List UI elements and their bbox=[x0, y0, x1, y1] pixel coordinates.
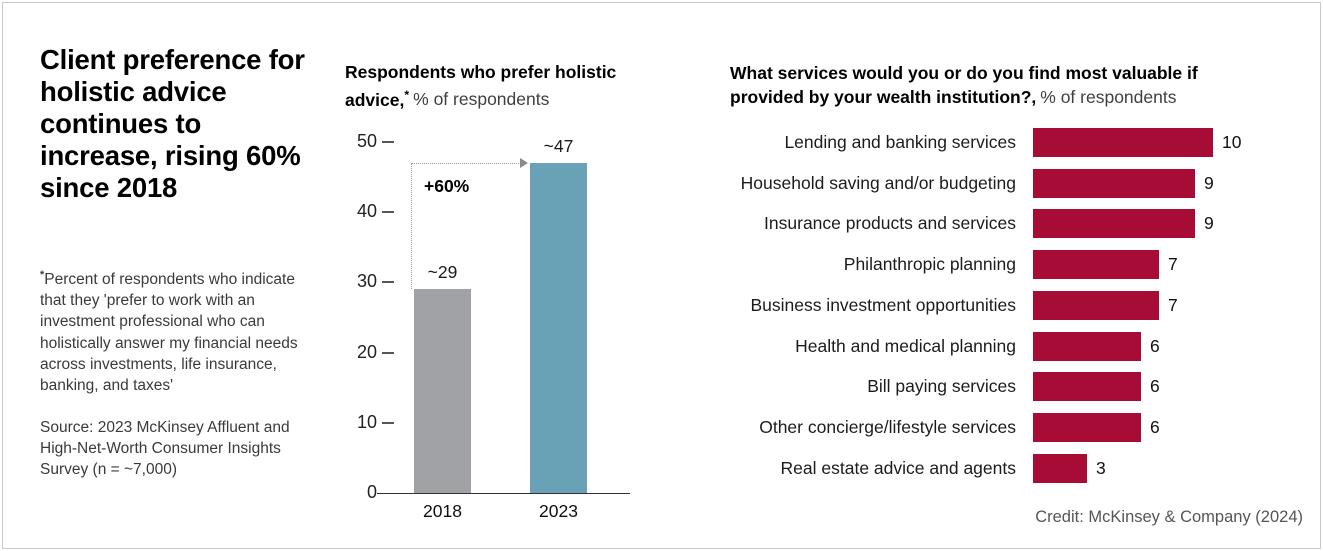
hbar-row-label: Lending and banking services bbox=[784, 131, 1016, 152]
footnote: *Percent of respondents who indicate tha… bbox=[40, 265, 322, 397]
y-tick-mark bbox=[382, 141, 394, 143]
column-bar-2023 bbox=[530, 163, 587, 493]
hbar-row: Household saving and/or budgeting 9 bbox=[710, 163, 1320, 204]
hbar-row: Lending and banking services 10 bbox=[710, 122, 1320, 163]
column-chart-title: Respondents who prefer holistic advice,*… bbox=[345, 61, 659, 112]
y-tick-label: 50 bbox=[356, 131, 377, 151]
y-tick-label: 0 bbox=[366, 482, 377, 502]
hbar-row: Other concierge/lifestyle services 6 bbox=[710, 407, 1320, 448]
hbar-bar bbox=[1033, 250, 1159, 280]
growth-arrow-vertical bbox=[411, 163, 412, 290]
hbar-value-label: 6 bbox=[1150, 376, 1160, 397]
hbar-chart-rows: Lending and banking services 10 Household … bbox=[710, 122, 1320, 489]
y-tick-label: 30 bbox=[356, 271, 377, 292]
hbar-bar bbox=[1033, 413, 1141, 443]
growth-annotation: +60% bbox=[424, 176, 470, 197]
x-tick-label: 2018 bbox=[423, 501, 462, 521]
column-chart-title-marker: * bbox=[404, 87, 410, 102]
column-bar-value-label: ~29 bbox=[427, 262, 458, 283]
hbar-row-label: Insurance products and services bbox=[764, 213, 1016, 234]
credit-line: Credit: McKinsey & Company (2024) bbox=[1035, 508, 1303, 526]
column-chart-plot: 50 40 30 20 10 0 ~29 2018 ~47 2023 +60% bbox=[345, 130, 650, 545]
hbar-value-label: 6 bbox=[1150, 335, 1160, 356]
column-bar-value-label: ~47 bbox=[543, 136, 574, 157]
hbar-value-label: 6 bbox=[1150, 417, 1160, 438]
hbar-bar bbox=[1033, 168, 1195, 198]
hbar-value-label: 9 bbox=[1204, 213, 1214, 234]
hbar-chart-title-unit: % of respondents bbox=[1040, 86, 1177, 107]
hbar-chart-title: What services would you or do you find m… bbox=[730, 61, 1245, 109]
page-title: Client preference for holistic advice co… bbox=[40, 44, 305, 203]
x-tick-label: 2023 bbox=[539, 501, 578, 521]
growth-arrow-horizontal bbox=[411, 163, 521, 165]
x-axis-line bbox=[377, 493, 630, 494]
hbar-chart-title-bold: What services would you or do you find m… bbox=[730, 62, 1198, 107]
hbar-row: Business investment opportunities 7 bbox=[710, 285, 1320, 326]
hbar-bar bbox=[1033, 372, 1141, 402]
hbar-bar bbox=[1033, 209, 1195, 239]
hbar-row: Bill paying services 6 bbox=[710, 367, 1320, 408]
growth-arrow-head bbox=[520, 158, 528, 169]
footnote-text: Percent of respondents who indicate that… bbox=[40, 270, 298, 395]
y-tick-label: 10 bbox=[356, 411, 377, 432]
left-text-panel: Client preference for holistic advice co… bbox=[40, 44, 316, 204]
hbar-value-label: 9 bbox=[1204, 172, 1214, 193]
hbar-value-label: 10 bbox=[1222, 131, 1242, 152]
hbar-row-label: Real estate advice and agents bbox=[780, 457, 1016, 478]
hbar-row: Philanthropic planning 7 bbox=[710, 244, 1320, 285]
hbar-value-label: 7 bbox=[1168, 294, 1178, 315]
source-note: Source: 2023 McKinsey Affluent and High-… bbox=[40, 418, 290, 479]
hbar-row-label: Household saving and/or budgeting bbox=[740, 172, 1016, 193]
y-tick-mark bbox=[382, 421, 394, 424]
column-chart-title-bold: Respondents who prefer holistic advice, bbox=[345, 61, 617, 110]
y-tick-mark bbox=[382, 281, 394, 284]
hbar-bar bbox=[1033, 290, 1159, 320]
y-tick-mark bbox=[382, 211, 394, 214]
column-bar-2018 bbox=[414, 289, 471, 493]
hbar-row: Real estate advice and agents 3 bbox=[710, 448, 1320, 489]
footnote-marker: * bbox=[40, 268, 45, 281]
y-tick-label: 20 bbox=[356, 341, 377, 362]
column-chart-title-unit: % of respondents bbox=[413, 89, 550, 110]
y-tick-mark bbox=[382, 351, 394, 354]
hbar-row-label: Other concierge/lifestyle services bbox=[759, 417, 1016, 438]
hbar-row-label: Health and medical planning bbox=[795, 335, 1016, 356]
hbar-row-label: Philanthropic planning bbox=[843, 254, 1016, 275]
hbar-row-label: Bill paying services bbox=[867, 376, 1016, 397]
hbar-value-label: 7 bbox=[1168, 254, 1178, 275]
hbar-row: Health and medical planning 6 bbox=[710, 326, 1320, 367]
hbar-bar bbox=[1033, 127, 1213, 157]
hbar-value-label: 3 bbox=[1096, 457, 1106, 478]
hbar-row: Insurance products and services 9 bbox=[710, 204, 1320, 245]
y-tick-label: 40 bbox=[356, 201, 377, 222]
hbar-bar bbox=[1033, 453, 1087, 483]
hbar-row-label: Business investment opportunities bbox=[750, 294, 1016, 315]
hbar-bar bbox=[1033, 331, 1141, 361]
